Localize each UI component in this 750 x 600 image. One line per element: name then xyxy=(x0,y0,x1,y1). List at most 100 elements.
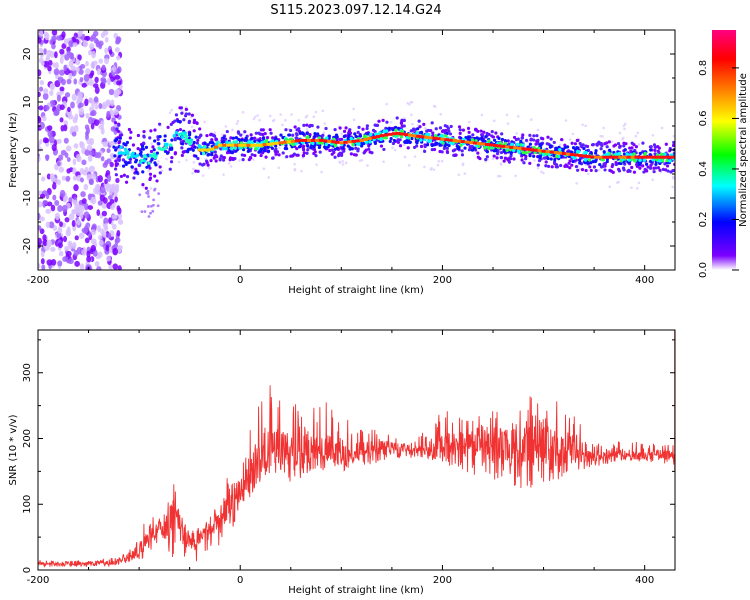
spectrogram-band-point xyxy=(155,151,159,155)
spectrogram-peak-point xyxy=(226,143,231,147)
spectrogram-noise-point xyxy=(116,55,121,61)
spectrogram-band-point xyxy=(198,127,202,131)
spectrogram-noise-point xyxy=(100,32,106,39)
spectrogram-band-point xyxy=(130,165,134,169)
spectrogram-band-point xyxy=(438,143,442,147)
spectrogram-peak-point xyxy=(525,147,530,151)
spectrogram-noise-point xyxy=(78,232,85,239)
spectrogram-noise-point xyxy=(93,119,100,126)
spectrogram-core-point xyxy=(573,156,577,160)
spectrogram-band-point xyxy=(451,149,455,153)
spectrogram-core-point xyxy=(306,135,310,139)
spectrogram-band-point xyxy=(395,116,399,120)
spectrogram-core-point xyxy=(131,154,135,158)
spectrogram-core-point xyxy=(459,143,463,147)
spectrogram-noise-point xyxy=(57,260,63,267)
spectrogram-noise-point xyxy=(505,113,509,117)
spectrogram-band-point xyxy=(168,167,172,171)
spectrogram-band-point xyxy=(153,139,157,143)
spectrogram-band-point xyxy=(178,127,183,132)
spectrogram-noise-point xyxy=(540,170,543,174)
spectrogram-band-point xyxy=(628,146,632,150)
spectrogram-band-point xyxy=(546,135,550,139)
spectrogram-band-point xyxy=(497,136,501,141)
spectrogram-peak-point xyxy=(254,143,259,147)
spectrogram-band-point xyxy=(618,145,622,149)
spectrogram-band-point xyxy=(358,134,363,138)
spectrogram-noise-point xyxy=(52,182,57,190)
spectrogram-core-point xyxy=(605,152,610,157)
spectrogram-noise-point xyxy=(42,92,49,101)
spectrogram-band-point xyxy=(168,147,172,151)
spectrogram-band-point xyxy=(241,148,246,152)
spectrogram-noise-point xyxy=(63,124,68,132)
spectrogram-noise-point xyxy=(83,211,90,219)
spectrogram-noise-point xyxy=(312,115,316,119)
spectrogram-noise-point xyxy=(564,119,568,122)
spectrogram-noise-point xyxy=(83,183,89,191)
spectrogram-noise-point xyxy=(59,48,65,55)
spectrogram-core-point xyxy=(547,153,551,157)
spectrogram-band-point xyxy=(117,158,121,163)
spectrogram-band-point xyxy=(145,165,149,169)
spectrogram-noise-point xyxy=(321,109,325,113)
spectrogram-noise-point xyxy=(98,239,104,246)
spectrogram-band-point xyxy=(536,163,540,167)
spectrogram-band-point xyxy=(239,133,243,137)
spectrogram-noise-point xyxy=(290,113,293,116)
spectrogram-peak-point xyxy=(545,150,551,154)
x-tick-label: 200 xyxy=(433,575,452,586)
spectrogram-noise-point xyxy=(558,143,562,147)
spectrogram-band-point xyxy=(445,146,449,150)
spectrogram-band-point xyxy=(499,156,504,160)
spectrogram-peak-point xyxy=(262,143,267,147)
spectrogram-noise-point xyxy=(191,171,194,175)
spectrogram-band-point xyxy=(274,137,278,141)
spectrogram-band-point xyxy=(589,151,593,155)
spectrogram-noise-point xyxy=(71,220,76,228)
spectrogram-noise-point xyxy=(45,221,50,229)
spectrogram-noise-point xyxy=(52,194,57,201)
spectrogram-peak-point xyxy=(610,155,615,159)
spectrogram-band-point xyxy=(231,136,235,140)
spectrogram-peak-point xyxy=(480,142,486,146)
spectrogram-band-point xyxy=(512,135,517,140)
spectrogram-band-point xyxy=(342,134,346,139)
spectrogram-noise-point xyxy=(180,108,183,112)
spectrogram-core-point xyxy=(291,142,295,147)
spectrogram-noise-point xyxy=(38,142,41,148)
spectrogram-band-point xyxy=(199,133,203,137)
y-tick-label: 300 xyxy=(22,363,33,382)
spectrogram-noise-point xyxy=(79,205,85,214)
spectrogram-band-point xyxy=(381,118,385,122)
y-tick-label: 20 xyxy=(22,48,33,61)
spectrogram-noise-point xyxy=(236,119,240,123)
spectrogram-noise-point xyxy=(51,144,57,152)
spectrogram-band-point xyxy=(466,137,470,142)
spectrogram-band-point xyxy=(594,151,598,155)
spectrogram-noise-point xyxy=(66,157,71,163)
spectrogram-core-point xyxy=(126,155,131,159)
spectrogram-band-point xyxy=(249,133,253,137)
spectrogram-band-point xyxy=(664,142,668,146)
spectrogram-band-point xyxy=(596,141,601,145)
spectrogram-band-point xyxy=(672,151,675,156)
spectrogram-noise-point xyxy=(102,231,107,238)
spectrogram-noise-point xyxy=(72,175,78,181)
spectrogram-band-point xyxy=(125,175,130,179)
spectrogram-core-point xyxy=(541,153,546,157)
spectrogram-noise-point xyxy=(320,170,323,174)
spectrogram-band-point xyxy=(140,144,145,148)
spectrogram-noise-point xyxy=(468,120,471,124)
spectrogram-band-point xyxy=(658,168,662,172)
spectrogram-band-point xyxy=(134,167,138,171)
spectrogram-band-point xyxy=(253,153,257,158)
spectrogram-band-point xyxy=(144,186,148,190)
spectrogram-noise-point xyxy=(262,167,266,170)
spectrogram-band-point xyxy=(612,144,616,148)
spectrogram-noise-point xyxy=(38,139,43,145)
spectrogram-band-point xyxy=(552,140,556,145)
spectrogram-band-point xyxy=(259,153,263,158)
spectrogram-noise-point xyxy=(53,177,59,183)
spectrogram-band-point xyxy=(121,158,125,162)
